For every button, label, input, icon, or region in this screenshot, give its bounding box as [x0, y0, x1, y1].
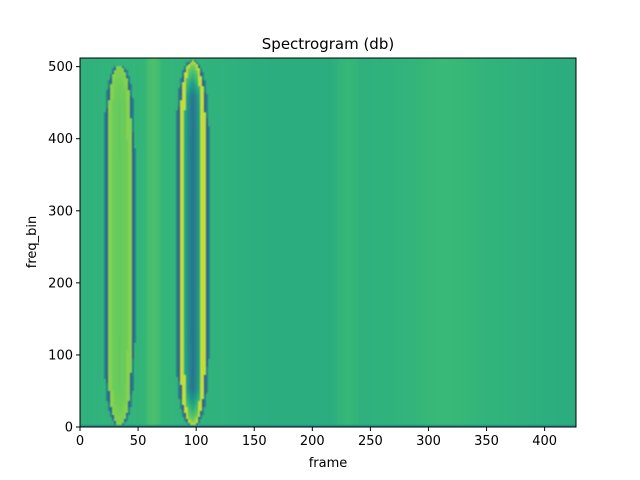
- y-axis-label: freq_bin: [25, 216, 40, 269]
- x-tick-label: 300: [416, 434, 441, 449]
- x-tick-label: 250: [358, 434, 383, 449]
- x-tick-label: 50: [130, 434, 147, 449]
- x-tick-label: 400: [532, 434, 557, 449]
- x-tick-label: 0: [76, 434, 84, 449]
- x-axis: 0 50 100 150 200 250 300 350 400: [76, 427, 557, 449]
- y-tick-label: 0: [65, 421, 73, 436]
- x-tick-label: 200: [300, 434, 325, 449]
- x-tick-label: 350: [474, 434, 499, 449]
- axes-frame: [79, 57, 577, 428]
- y-tick-label: 400: [48, 132, 73, 147]
- x-tick-label: 150: [242, 434, 267, 449]
- y-axis: 0 100 200 300 400 500: [48, 60, 80, 436]
- x-axis-label: frame: [309, 456, 348, 471]
- y-tick-label: 500: [48, 60, 73, 75]
- y-tick-label: 200: [48, 276, 73, 291]
- plot-area: [79, 57, 577, 428]
- heatmap-image: [80, 58, 576, 427]
- x-tick-label: 100: [184, 434, 209, 449]
- y-tick-label: 100: [48, 348, 73, 363]
- y-tick-label: 300: [48, 204, 73, 219]
- chart-title: Spectrogram (db): [262, 35, 394, 53]
